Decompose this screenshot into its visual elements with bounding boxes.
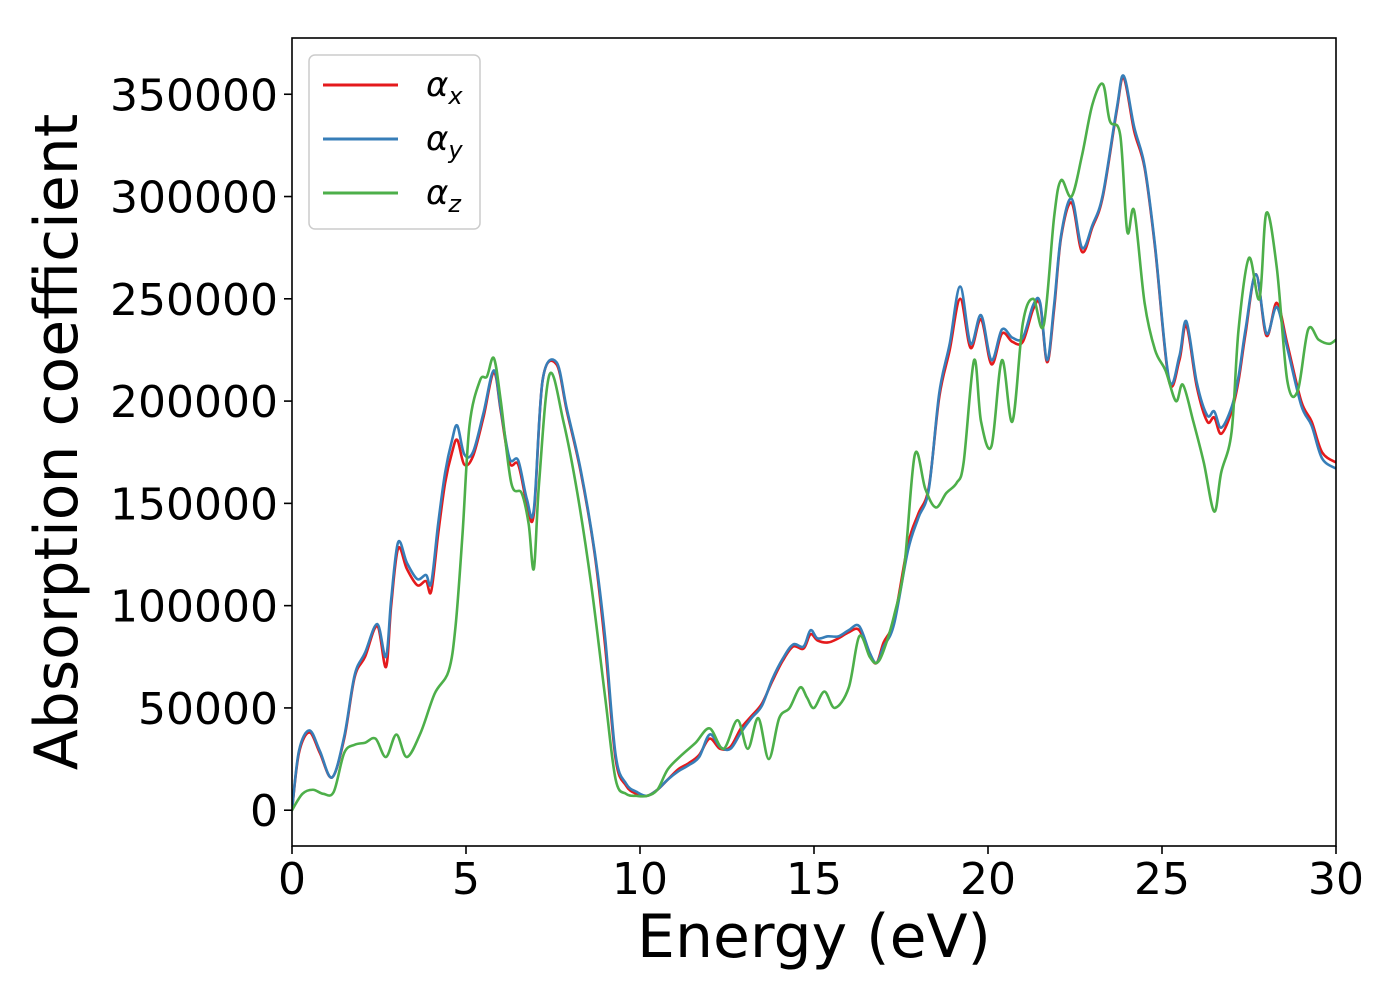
legend-label-subscript: z	[447, 190, 462, 218]
legend-label-main: α	[426, 65, 448, 105]
x-tick-label: 25	[1134, 854, 1190, 905]
x-axis-label: Energy (eV)	[637, 902, 991, 972]
x-tick-label: 20	[960, 854, 1016, 905]
series-lines	[292, 74, 1336, 812]
y-tick-label: 50000	[138, 684, 278, 735]
legend-frame	[308, 54, 481, 230]
x-axis: 0 5 10 15 20 25 30	[278, 846, 1364, 905]
legend-entry-y: αy	[323, 119, 463, 164]
y-tick-label: 350000	[110, 70, 278, 121]
x-tick-label: 30	[1308, 854, 1364, 905]
x-tick-label: 5	[452, 854, 480, 905]
legend-label: αy	[426, 119, 463, 164]
series-line-y	[292, 74, 1336, 812]
series-line-z	[292, 82, 1336, 812]
legend-label-subscript: y	[447, 136, 463, 164]
legend-entry-z: αz	[323, 173, 462, 218]
legend-label-subscript: x	[447, 82, 463, 110]
y-axis: 0 50000 100000 150000 200000 250000 300000 3500…	[110, 70, 292, 837]
legend-label: αz	[426, 173, 462, 218]
y-tick-label: 0	[250, 786, 278, 837]
legend-entry-x: αx	[323, 65, 463, 110]
y-tick-label: 200000	[110, 377, 278, 428]
x-tick-label: 10	[612, 854, 668, 905]
y-tick-label: 150000	[110, 479, 278, 530]
y-tick-label: 100000	[110, 582, 278, 633]
x-tick-label: 15	[786, 854, 842, 905]
legend-label: αx	[426, 65, 463, 110]
y-tick-label: 300000	[110, 173, 278, 224]
legend-label-main: α	[426, 119, 448, 159]
y-tick-label: 250000	[110, 275, 278, 326]
legend-label-main: α	[426, 173, 448, 213]
x-tick-label: 0	[278, 854, 306, 905]
y-axis-label: Absorption coefficient	[22, 114, 92, 771]
